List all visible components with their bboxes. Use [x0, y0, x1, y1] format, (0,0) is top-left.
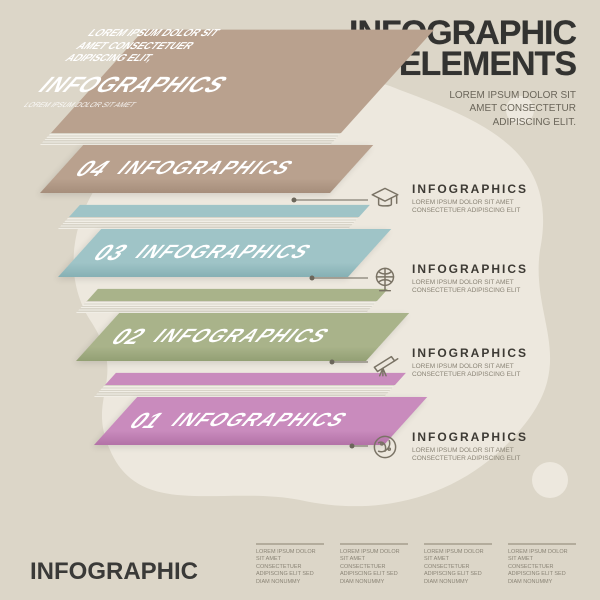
book-spine: 03INFOGRAPHICS	[58, 229, 391, 277]
title-subtitle: Lorem ipsum dolor sit amet consectetur a…	[349, 89, 576, 130]
callout-title: INFOGRAPHICS	[412, 430, 528, 444]
book-label: INFOGRAPHICS	[164, 410, 353, 432]
callout-2: INFOGRAPHICS LOREM IPSUM DOLOR SIT AMET C…	[368, 262, 578, 296]
cover-caption: LOREM IPSUM DOLOR SIT AMET	[22, 101, 209, 108]
callout-body: LOREM IPSUM DOLOR SIT AMET CONSECTETUER …	[412, 363, 528, 380]
callout-1: INFOGRAPHICS LOREM IPSUM DOLOR SIT AMET C…	[368, 182, 578, 216]
book-pages	[76, 301, 377, 313]
footer: INFOGRAPHIC LOREM IPSUM DOLOR SIT AMET C…	[30, 543, 576, 586]
book-label: INFOGRAPHICS	[128, 242, 317, 264]
callout-4: INFOGRAPHICS LOREM IPSUM DOLOR SIT AMET C…	[368, 430, 578, 464]
book-spine: 02INFOGRAPHICS	[76, 313, 409, 361]
footer-columns: LOREM IPSUM DOLOR SIT AMET CONSECTETUER …	[256, 543, 576, 586]
callout-text: INFOGRAPHICS LOREM IPSUM DOLOR SIT AMET C…	[412, 430, 528, 464]
book-label: INFOGRAPHICS	[110, 158, 299, 180]
book-02: 02INFOGRAPHICS	[76, 313, 366, 361]
leaf-icon	[368, 430, 402, 464]
book-cover-edge	[105, 373, 406, 385]
footer-col-2: LOREM IPSUM DOLOR SIT AMET CONSECTETUER …	[340, 543, 408, 586]
book-03: 03INFOGRAPHICS	[58, 229, 348, 277]
book-cover-edge	[69, 205, 370, 217]
footer-col-1: LOREM IPSUM DOLOR SIT AMET CONSECTETUER …	[256, 543, 324, 586]
callout-text: INFOGRAPHICS LOREM IPSUM DOLOR SIT AMET C…	[412, 182, 528, 216]
callout-title: INFOGRAPHICS	[412, 182, 528, 196]
callout-body: LOREM IPSUM DOLOR SIT AMET CONSECTETUER …	[412, 279, 528, 296]
callout-body: LOREM IPSUM DOLOR SIT AMET CONSECTETUER …	[412, 447, 528, 464]
book-cover-edge	[87, 289, 388, 301]
cover-main: INFOGRAPHICS	[32, 71, 236, 97]
telescope-icon	[368, 346, 402, 380]
footer-col-3: LOREM IPSUM DOLOR SIT AMET CONSECTETUER …	[424, 543, 492, 586]
cover-lorem: LOREM IPSUM DOLOR SIT AMET CONSECTETUER …	[60, 28, 274, 66]
book-label: INFOGRAPHICS	[146, 326, 335, 348]
footer-col-4: LOREM IPSUM DOLOR SIT AMET CONSECTETUER …	[508, 543, 576, 586]
callout-title: INFOGRAPHICS	[412, 262, 528, 276]
footer-brand: INFOGRAPHIC	[30, 558, 198, 586]
globe-icon	[368, 262, 402, 296]
grad-cap-icon	[368, 182, 402, 216]
callout-text: INFOGRAPHICS LOREM IPSUM DOLOR SIT AMET C…	[412, 262, 528, 296]
book-pages	[58, 217, 359, 229]
callout-text: INFOGRAPHICS LOREM IPSUM DOLOR SIT AMET C…	[412, 346, 528, 380]
book-stack: LOREM IPSUM DOLOR SIT AMET CONSECTETUER …	[40, 145, 360, 545]
book-04: LOREM IPSUM DOLOR SIT AMET CONSECTETUER …	[40, 145, 330, 193]
book-pages	[94, 385, 395, 397]
book-pages	[40, 133, 341, 145]
callout-body: LOREM IPSUM DOLOR SIT AMET CONSECTETUER …	[412, 199, 528, 216]
callout-title: INFOGRAPHICS	[412, 346, 528, 360]
callout-3: INFOGRAPHICS LOREM IPSUM DOLOR SIT AMET C…	[368, 346, 578, 380]
book-01: 01INFOGRAPHICS	[94, 397, 384, 445]
book-spine: 04INFOGRAPHICS	[40, 145, 373, 193]
